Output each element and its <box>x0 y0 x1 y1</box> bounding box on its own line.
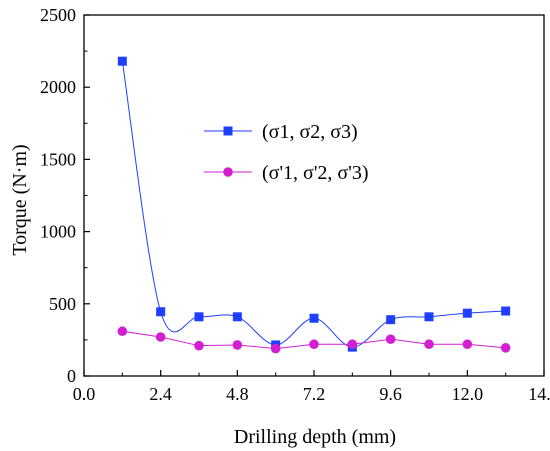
data-point <box>500 343 511 353</box>
data-point <box>347 339 358 350</box>
series-2 <box>117 326 511 354</box>
x-tick-label: 12.0 <box>452 384 484 404</box>
x-tick-label: 2.4 <box>149 384 172 404</box>
data-point <box>194 312 204 322</box>
x-tick-label: 0.0 <box>73 384 96 404</box>
x-tick-label: 9.6 <box>379 384 402 404</box>
data-point <box>156 307 166 317</box>
data-point <box>462 339 473 350</box>
legend-item-2: (σ'1, σ'2, σ'3) <box>204 162 368 184</box>
data-point <box>462 308 472 318</box>
x-axis-title: Drilling depth (mm) <box>234 426 396 448</box>
data-point <box>117 56 127 66</box>
series-layer <box>117 56 511 354</box>
data-point <box>117 326 128 337</box>
y-tick-label: 0 <box>67 366 76 386</box>
data-point <box>194 340 204 351</box>
data-point <box>386 315 396 325</box>
y-tick-label: 1500 <box>40 149 76 169</box>
data-point <box>424 312 434 322</box>
data-point <box>232 340 243 350</box>
data-point <box>309 313 319 323</box>
data-point <box>309 339 319 350</box>
data-point <box>155 332 166 342</box>
legend-item-1: (σ1, σ2, σ3) <box>204 121 358 143</box>
series-line <box>121 61 506 348</box>
x-tick-label: 14.4 <box>528 384 550 404</box>
legend-label: (σ1, σ2, σ3) <box>262 121 358 143</box>
y-tick-label: 2000 <box>40 77 76 97</box>
y-tick-label: 2500 <box>40 5 76 25</box>
legend-marker <box>223 167 233 177</box>
data-point <box>270 343 281 354</box>
x-tick-label: 4.8 <box>226 384 249 404</box>
y-tick-label: 500 <box>49 294 76 314</box>
y-axis-title: Torque (N·m) <box>9 144 31 255</box>
legend: (σ1, σ2, σ3) (σ'1, σ'2, σ'3) <box>204 121 368 184</box>
data-point <box>232 312 242 322</box>
data-point <box>385 334 396 344</box>
data-point <box>424 339 434 350</box>
y-tick-label: 1000 <box>40 222 76 242</box>
x-tick-label: 7.2 <box>303 384 326 404</box>
legend-marker <box>223 126 233 136</box>
legend-label: (σ'1, σ'2, σ'3) <box>262 162 368 184</box>
series-1 <box>117 56 511 352</box>
data-point <box>501 306 511 316</box>
axis-ticks: 0.0 2.4 4.8 7.2 9.6 12.0 14.4 0 500 1000 1500 2000 2… <box>40 5 550 404</box>
